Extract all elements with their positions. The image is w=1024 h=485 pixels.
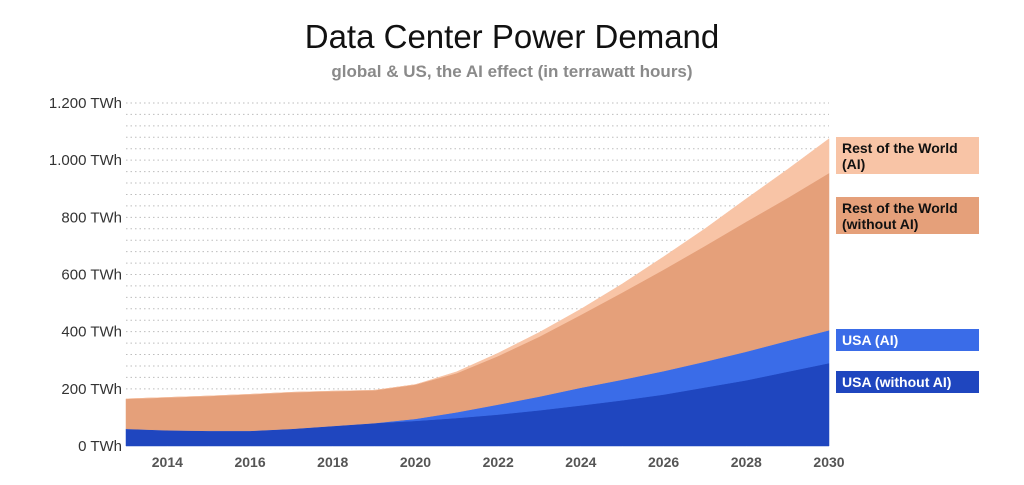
x-tick-label: 2020 bbox=[400, 454, 431, 470]
y-tick-label: 400 TWh bbox=[61, 324, 122, 341]
y-tick-label: 600 TWh bbox=[61, 267, 122, 284]
x-tick-label: 2018 bbox=[317, 454, 348, 470]
chart-title: Data Center Power Demand bbox=[304, 18, 720, 55]
x-tick-label: 2024 bbox=[565, 454, 596, 470]
chart-subtitle: global & US, the AI effect (in terrawatt… bbox=[331, 62, 693, 81]
legend-item-rest-of-the-world-without-ai: Rest of the World (without AI) bbox=[836, 197, 979, 234]
legend-swatch bbox=[836, 137, 979, 174]
area-series bbox=[125, 138, 830, 447]
x-tick-label: 2016 bbox=[234, 454, 265, 470]
legend: Rest of the World (AI) Rest of the World (w… bbox=[836, 137, 979, 393]
legend-swatch bbox=[836, 371, 979, 393]
y-tick-label: 1.200 TWh bbox=[49, 95, 122, 112]
y-tick-label: 1.000 TWh bbox=[49, 152, 122, 169]
legend-label: Rest of the World (without AI) bbox=[842, 200, 958, 232]
y-tick-label: 800 TWh bbox=[61, 209, 122, 226]
y-axis-ticks: 0 TWh 200 TWh 400 TWh 600 TWh 800 TWh 1.000 T… bbox=[49, 95, 122, 455]
x-tick-label: 2022 bbox=[483, 454, 514, 470]
y-tick-label: 200 TWh bbox=[61, 381, 122, 398]
legend-swatch bbox=[836, 197, 979, 234]
y-tick-label: 0 TWh bbox=[78, 438, 122, 455]
legend-label: USA (without AI) bbox=[842, 374, 951, 390]
x-tick-label: 2014 bbox=[152, 454, 183, 470]
legend-label: USA (AI) bbox=[842, 332, 898, 348]
x-tick-label: 2026 bbox=[648, 454, 679, 470]
legend-swatch bbox=[836, 329, 979, 351]
legend-label: Rest of the World (AI) bbox=[842, 140, 958, 172]
legend-item-rest-of-the-world-ai: Rest of the World (AI) bbox=[836, 137, 979, 174]
x-tick-label: 2028 bbox=[731, 454, 762, 470]
legend-item-usa-without-ai: USA (without AI) bbox=[836, 371, 979, 393]
x-axis-ticks: 2014 2016 2018 2020 2022 2024 2026 2028 2030 bbox=[152, 454, 845, 470]
area-rest-of-the-world-ai bbox=[125, 138, 830, 400]
x-tick-label: 2030 bbox=[813, 454, 844, 470]
legend-item-usa-ai: USA (AI) bbox=[836, 329, 979, 351]
